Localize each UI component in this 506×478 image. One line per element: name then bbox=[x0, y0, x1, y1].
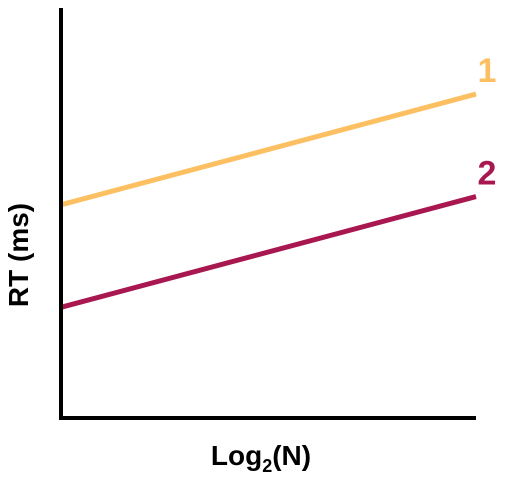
series-line-2 bbox=[60, 194, 477, 310]
x-axis-label-argument: (N) bbox=[272, 440, 311, 471]
series-line-1 bbox=[60, 91, 477, 208]
series-labels: 12 bbox=[478, 52, 497, 193]
y-axis-label: RT (ms) bbox=[3, 203, 34, 307]
series-label-1: 1 bbox=[478, 52, 497, 90]
x-axis-label-subscript: 2 bbox=[262, 456, 272, 476]
series-label-2: 2 bbox=[478, 155, 497, 193]
series-lines bbox=[60, 91, 477, 310]
x-axis-label-base: Log bbox=[211, 440, 262, 471]
x-axis-label: Log2(N) bbox=[211, 440, 311, 476]
